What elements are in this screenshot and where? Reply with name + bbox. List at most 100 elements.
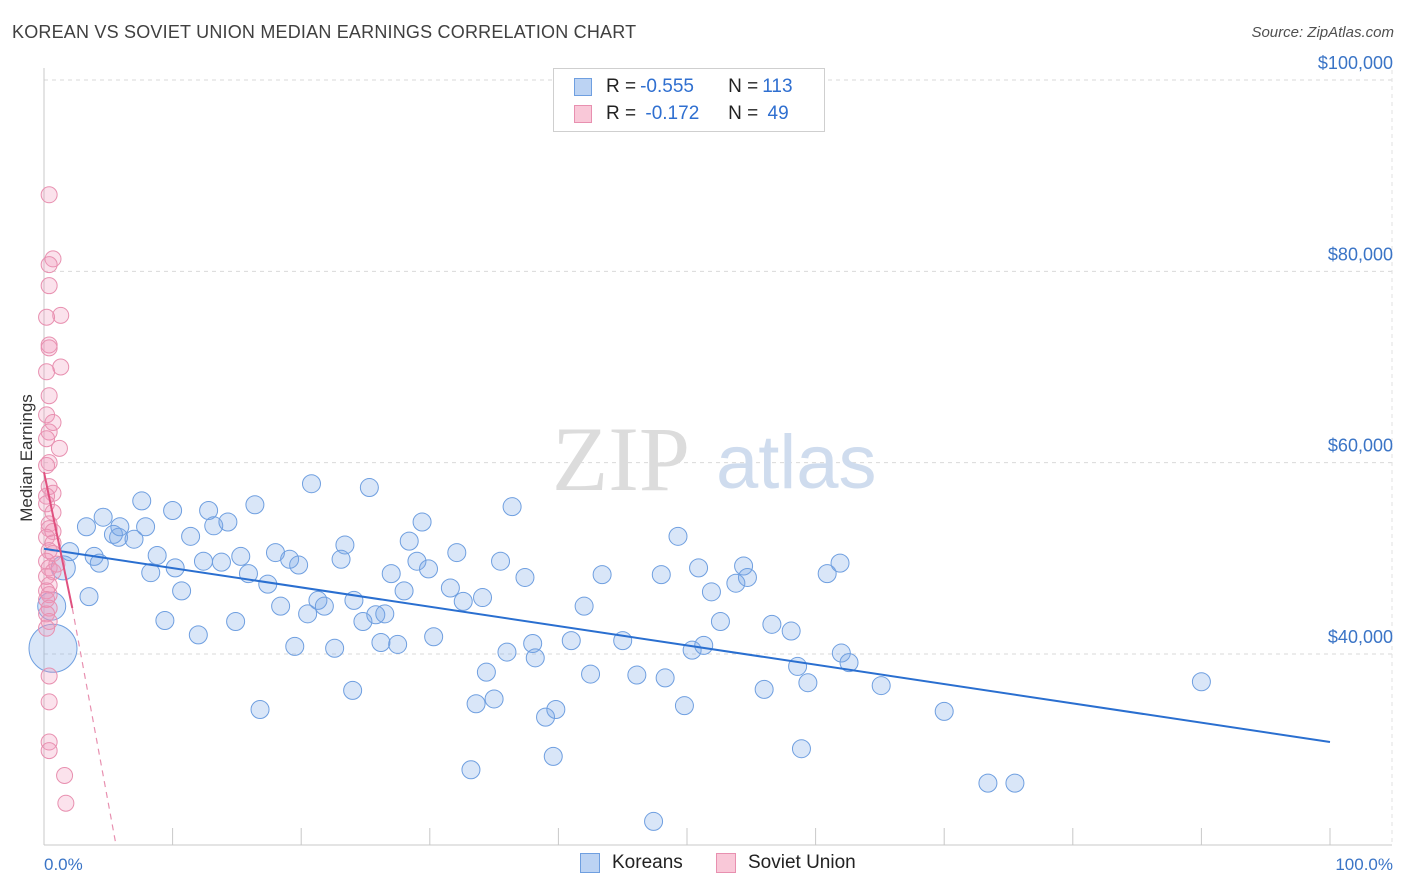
soviet-point <box>44 413 62 431</box>
korean-point <box>371 633 391 653</box>
korean-point <box>871 676 891 696</box>
soviet-point <box>56 766 74 784</box>
korean-point <box>934 701 954 721</box>
soviet-point <box>48 555 66 573</box>
korean-point <box>226 611 246 631</box>
x-tick-label: 100.0% <box>1335 855 1393 874</box>
korean-point <box>491 551 511 571</box>
korean-point <box>147 545 167 565</box>
korean-point <box>798 673 818 693</box>
korean-point <box>453 591 473 611</box>
koreans-swatch <box>574 78 592 96</box>
korean-point <box>172 581 192 601</box>
y-axis-label: Median Earnings <box>17 394 36 522</box>
korean-point <box>817 564 837 584</box>
soviet-swatch <box>716 853 736 873</box>
soviet-point <box>40 277 58 295</box>
korean-point <box>831 643 851 663</box>
soviet-point <box>38 430 56 448</box>
korean-point <box>546 699 566 719</box>
korean-point <box>525 648 545 668</box>
korean-point <box>93 507 113 527</box>
korean-point <box>335 535 355 555</box>
koreans-swatch <box>580 853 600 873</box>
korean-point <box>419 559 439 579</box>
korean-point <box>141 563 161 583</box>
korean-point <box>515 567 535 587</box>
soviet-point <box>40 339 58 357</box>
korean-point <box>381 564 401 584</box>
korean-point <box>497 642 517 662</box>
soviet-point <box>40 586 58 604</box>
korean-point <box>978 773 998 793</box>
korean-point <box>193 551 213 571</box>
korean-point <box>655 668 675 688</box>
soviet-point <box>50 439 68 457</box>
soviet-point <box>40 733 58 751</box>
korean-point <box>218 512 238 532</box>
source-label: Source: ZipAtlas.com <box>1251 24 1394 41</box>
series-legend: Koreans Soviet Union <box>0 852 1406 876</box>
korean-point <box>155 611 175 631</box>
korean-point <box>651 565 671 585</box>
korean-point <box>285 636 305 656</box>
korean-point <box>726 573 746 593</box>
soviet-point <box>38 308 56 326</box>
korean-point <box>250 699 270 719</box>
legend-r-label: R = <box>606 76 637 97</box>
korean-point <box>424 627 444 647</box>
korean-point <box>265 543 285 563</box>
korean-point <box>536 707 556 727</box>
watermark-atlas: atlas <box>716 420 877 505</box>
soviet-point <box>40 742 58 760</box>
korean-point <box>466 694 486 714</box>
legend-label: Soviet Union <box>748 852 856 873</box>
korean-point <box>289 555 309 575</box>
soviet-trend-extension <box>71 607 117 846</box>
legend-r-value: -0.172 <box>640 103 700 124</box>
korean-point <box>325 638 345 658</box>
soviet-points <box>38 186 75 812</box>
korean-point <box>461 760 481 780</box>
soviet-point <box>40 454 58 472</box>
korean-point <box>280 549 300 569</box>
korean-point <box>211 552 231 572</box>
legend-item-soviet-union[interactable]: Soviet Union <box>716 852 856 874</box>
korean-point <box>231 546 251 566</box>
koreans-points <box>28 474 1211 831</box>
korean-point <box>271 596 291 616</box>
korean-point <box>754 679 774 699</box>
korean-point <box>476 662 496 682</box>
korean-point <box>110 517 130 537</box>
legend-r-label: R = <box>606 103 637 124</box>
soviet-point <box>40 186 58 204</box>
korean-point <box>762 614 782 634</box>
korean-point <box>132 491 152 511</box>
soviet-swatch <box>574 105 592 123</box>
korean-point <box>245 495 265 515</box>
soviet-point <box>40 612 58 630</box>
soviet-point <box>38 528 56 546</box>
korean-point <box>644 811 664 831</box>
korean-point <box>689 558 709 578</box>
soviet-point <box>40 693 58 711</box>
correlation-legend: R = -0.555 N = 113 R = -0.172 N = 49 <box>553 68 825 132</box>
korean-point <box>314 596 334 616</box>
korean-point <box>543 746 563 766</box>
korean-point <box>1005 773 1025 793</box>
legend-label: Koreans <box>612 852 683 873</box>
soviet-point <box>38 457 56 475</box>
legend-item-koreans[interactable]: Koreans <box>580 852 683 874</box>
korean-point <box>627 665 647 685</box>
korean-point <box>394 581 414 601</box>
soviet-point <box>38 619 56 637</box>
legend-n-value: 49 <box>762 103 789 124</box>
legend-n-value: 113 <box>762 76 793 97</box>
korean-point <box>737 567 757 587</box>
soviet-point <box>52 306 70 324</box>
korean-point <box>674 696 694 716</box>
korean-point <box>136 517 156 537</box>
korean-point <box>359 478 379 498</box>
korean-point <box>331 549 351 569</box>
korean-point <box>484 689 504 709</box>
